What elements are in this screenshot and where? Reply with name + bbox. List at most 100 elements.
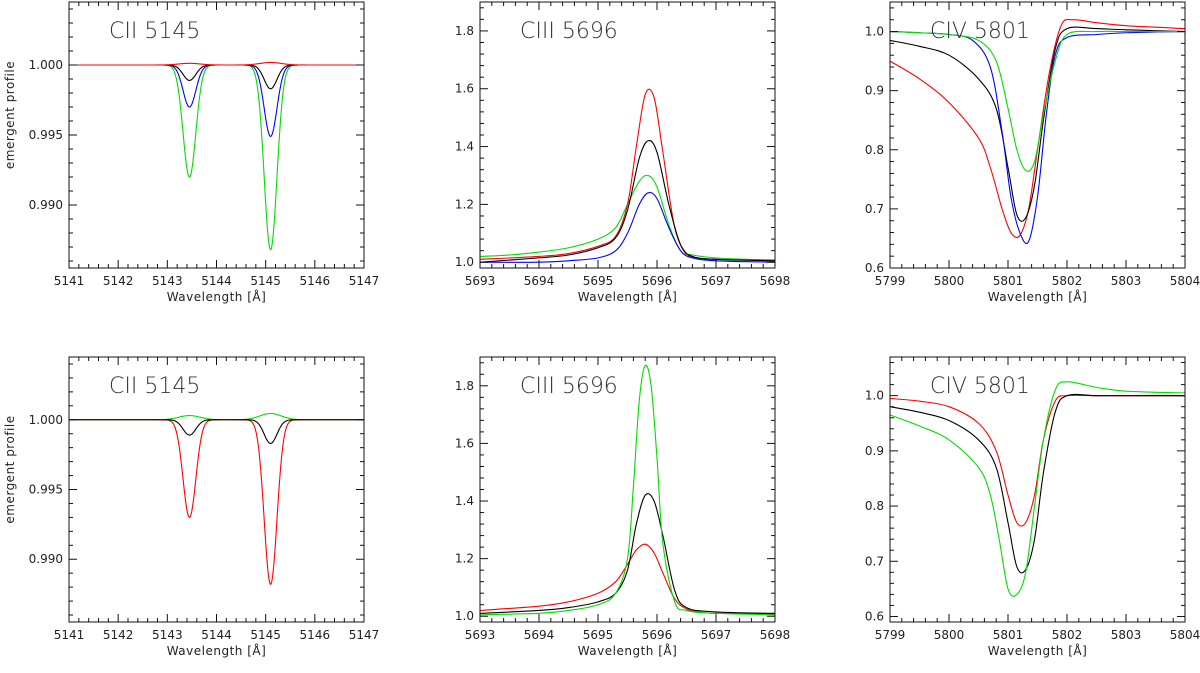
x-tick-label: 5147 (349, 274, 380, 288)
series-group (480, 364, 775, 616)
x-tick-label: 5144 (201, 274, 232, 288)
x-tick-label: 5804 (1170, 274, 1200, 288)
series-line-0 (890, 394, 1185, 527)
y-tick-label: 1.0 (455, 255, 474, 269)
y-tick-label: 1.8 (455, 379, 474, 393)
series-line-0 (480, 543, 775, 615)
x-tick-label: 5143 (152, 628, 183, 642)
x-tick-label: 5144 (201, 628, 232, 642)
x-tick-label: 5693 (465, 274, 496, 288)
series-line-3 (890, 30, 1185, 172)
x-tick-label: 5698 (760, 628, 791, 642)
x-tick-label: 5146 (300, 628, 331, 642)
x-tick-label: 5694 (524, 274, 555, 288)
x-tick-label: 5141 (54, 628, 85, 642)
panel-title: CIV 5801 (930, 374, 1030, 399)
series-line-2 (890, 31, 1185, 245)
x-tick-label: 5800 (934, 628, 965, 642)
x-axis-label: Wavelength [Å] (988, 289, 1088, 304)
y-tick-label: 0.995 (29, 128, 63, 142)
y-tick-label: 0.990 (29, 198, 63, 212)
y-tick-label: 1.0 (865, 25, 884, 39)
y-axis-label: emergent profile (3, 415, 17, 523)
x-tick-label: 5696 (642, 628, 673, 642)
x-tick-label: 5146 (300, 274, 331, 288)
series-line-2 (480, 140, 775, 263)
panel-bottom-right: 5799 5800 5801 5802 5803 5804 0.6 0.7 0.8 0.9 1.0 W… (865, 356, 1200, 658)
plot-frame (889, 356, 1186, 623)
series-line-1 (69, 419, 364, 585)
x-tick-label: 5141 (54, 274, 85, 288)
x-axis-label: Wavelength [Å] (988, 643, 1088, 658)
x-tick-label: 5142 (103, 274, 134, 288)
panel-title: CIII 5696 (520, 374, 618, 399)
y-tick-label: 1.4 (455, 494, 474, 508)
panel-bottom-left: 5141 5142 5143 5144 5145 5146 5147 0.990 0.995 1.… (3, 356, 379, 658)
panel-bottom-middle: 5693 5694 5695 5696 5697 5698 1.0 1.2 1.4 1.6 1.8 W… (455, 356, 791, 658)
series-line-0 (69, 64, 364, 251)
y-tick-label: 0.995 (29, 483, 63, 497)
x-tick-label: 5802 (1052, 628, 1083, 642)
panel-top-middle: 5693 5694 5695 5696 5697 5698 1.0 1.2 1.4 1.6 1.8 W… (455, 1, 791, 304)
x-tick-label: 5803 (1111, 628, 1142, 642)
series-group (480, 88, 775, 263)
x-tick-label: 5693 (465, 628, 496, 642)
y-tick-label: 1.0 (455, 609, 474, 623)
series-line-1 (890, 26, 1185, 222)
x-tick-label: 5698 (760, 274, 791, 288)
series-line-0 (890, 18, 1185, 239)
y-tick-label: 1.4 (455, 140, 474, 154)
panel-title: CIV 5801 (930, 19, 1030, 44)
series-line-1 (480, 88, 775, 262)
y-tick-label: 0.990 (29, 552, 63, 566)
x-axis-label: Wavelength [Å] (167, 643, 267, 658)
x-axis-label: Wavelength [Å] (578, 289, 678, 304)
y-tick-label: 0.7 (865, 202, 884, 216)
y-tick-label: 1.6 (455, 436, 474, 450)
series-line-2 (890, 381, 1185, 597)
x-axis-label: Wavelength [Å] (167, 289, 267, 304)
series-line-1 (69, 64, 364, 137)
x-tick-label: 5694 (524, 628, 555, 642)
plot-frame (889, 1, 1186, 269)
y-tick-label: 1.000 (29, 58, 63, 72)
series-line-3 (480, 191, 775, 263)
series-line-0 (480, 174, 775, 261)
series-line-2 (69, 419, 364, 445)
series-line-0 (69, 412, 364, 421)
panel-title: CII 5145 (109, 19, 200, 44)
x-tick-label: 5696 (642, 274, 673, 288)
y-tick-label: 0.6 (865, 609, 884, 623)
series-line-1 (480, 493, 775, 614)
x-tick-label: 5697 (701, 274, 732, 288)
x-tick-label: 5143 (152, 274, 183, 288)
y-tick-label: 0.6 (865, 261, 884, 275)
x-tick-label: 5804 (1170, 628, 1200, 642)
y-tick-label: 1.2 (455, 552, 474, 566)
x-tick-label: 5695 (583, 628, 614, 642)
x-tick-label: 5800 (934, 274, 965, 288)
x-tick-label: 5799 (875, 628, 906, 642)
series-group (69, 61, 364, 251)
panel-top-right: 5799 5800 5801 5802 5803 5804 0.6 0.7 0.8 0.9 1.0 W… (865, 1, 1200, 304)
x-tick-label: 5697 (701, 628, 732, 642)
x-tick-label: 5801 (993, 628, 1024, 642)
panel-title: CIII 5696 (520, 19, 618, 44)
x-tick-label: 5799 (875, 274, 906, 288)
x-axis-label: Wavelength [Å] (578, 643, 678, 658)
y-tick-label: 0.9 (865, 84, 884, 98)
x-tick-label: 5142 (103, 628, 134, 642)
y-tick-label: 1.0 (865, 389, 884, 403)
y-tick-label: 1.6 (455, 82, 474, 96)
series-line-2 (480, 364, 775, 616)
x-tick-label: 5145 (250, 628, 281, 642)
y-tick-label: 0.7 (865, 554, 884, 568)
series-line-2 (69, 64, 364, 90)
y-axis-label: emergent profile (3, 61, 17, 169)
y-tick-label: 1.2 (455, 197, 474, 211)
series-group (69, 412, 364, 585)
x-tick-label: 5801 (993, 274, 1024, 288)
x-tick-label: 5145 (250, 274, 281, 288)
y-tick-label: 0.8 (865, 143, 884, 157)
